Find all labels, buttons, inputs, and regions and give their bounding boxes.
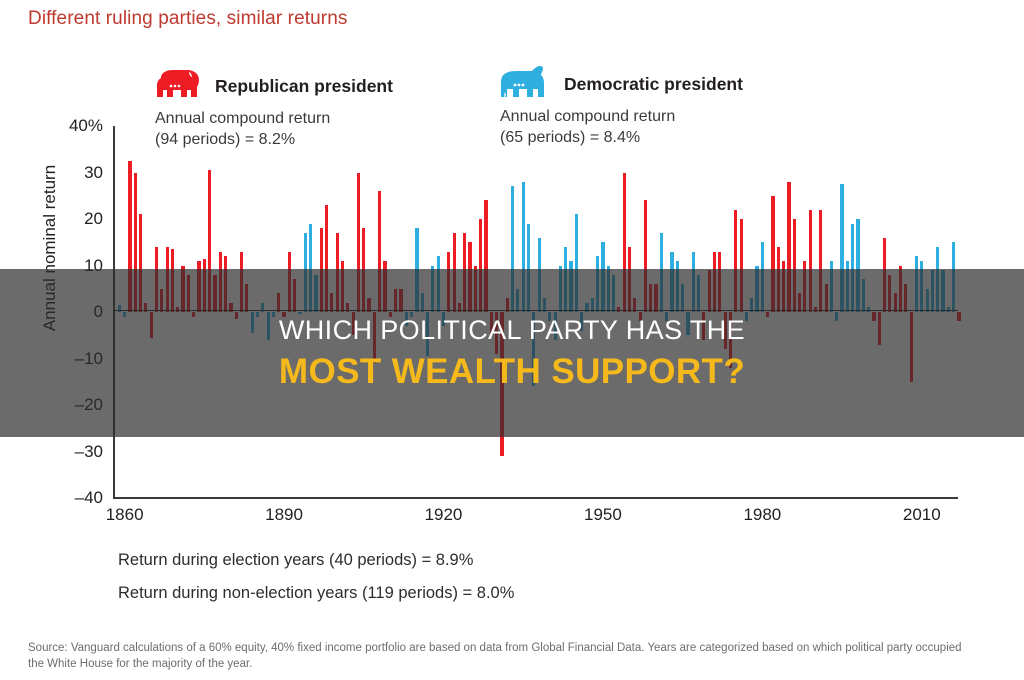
bar [792, 219, 796, 312]
page-title: Different ruling parties, similar return… [28, 8, 348, 29]
legend-democratic-stats: Annual compound return (65 periods) = 8.… [500, 107, 830, 148]
legend-republican-stats: Annual compound return (94 periods) = 8.… [155, 109, 485, 150]
x-tick-label: 1980 [743, 505, 782, 524]
bar [378, 191, 382, 312]
x-tick-label: 1860 [105, 505, 144, 524]
x-tick-label: 1920 [424, 505, 463, 524]
bar [643, 200, 648, 312]
legend-democratic: Democratic president Annual compound ret… [500, 64, 830, 148]
bar [739, 219, 743, 312]
bar [819, 209, 823, 312]
overlay-headline-line1: WHICH POLITICAL PARTY HAS THE [278, 314, 746, 345]
bar [133, 172, 137, 312]
x-tick-label: 1890 [265, 505, 303, 524]
bar [479, 219, 483, 312]
legend-republican: Republican president Annual compound ret… [155, 66, 485, 150]
source-note: Source: Vanguard calculations of a 60% e… [28, 642, 962, 670]
y-tick-label: 30 [84, 162, 103, 182]
bar [771, 195, 775, 312]
legend-democratic-stat-line2: (65 periods) = 8.4% [500, 128, 641, 146]
bar [324, 205, 329, 312]
legend-republican-stat-line1: Annual compound return [155, 110, 331, 127]
x-tick-label: 1950 [584, 505, 622, 524]
bar [526, 223, 531, 312]
bar [510, 186, 515, 312]
elephant-icon [155, 68, 201, 105]
bar [787, 181, 791, 312]
bar [521, 181, 525, 312]
bar [840, 184, 844, 312]
y-tick-label: –30 [74, 441, 103, 461]
bar [574, 214, 578, 312]
bar [138, 214, 143, 312]
bar [128, 160, 132, 312]
bar [734, 209, 738, 312]
bar [851, 223, 855, 312]
y-tick-label: 20 [84, 209, 103, 228]
bar [484, 200, 488, 312]
bar [808, 209, 812, 312]
overlay-banner: WHICH POLITICAL PARTY HAS THE MOST WEALT… [0, 269, 1024, 437]
bar [208, 170, 212, 312]
legend-republican-label: Republican president [215, 75, 393, 96]
bar [309, 223, 313, 312]
y-tick-label: 40% [68, 116, 103, 135]
x-tick-label: 2010 [902, 505, 941, 524]
overlay-headline-line2: MOST WEALTH SUPPORT? [278, 351, 746, 391]
y-tick-label: –40 [74, 488, 103, 507]
legend-democratic-label: Democratic president [564, 73, 743, 94]
x-axis-line [113, 497, 958, 499]
bar [622, 172, 626, 312]
donkey-icon [500, 65, 550, 104]
legend-democratic-stat-line1: Annual compound return [500, 108, 676, 125]
legend-republican-stat-line2: (94 periods) = 8.2% [155, 130, 296, 148]
bar [356, 172, 361, 312]
footnote-election-years: Return during election years (40 periods… [118, 551, 474, 569]
footnote-non-election-years: Return during non-election years (119 pe… [118, 584, 515, 602]
bar [856, 219, 860, 312]
